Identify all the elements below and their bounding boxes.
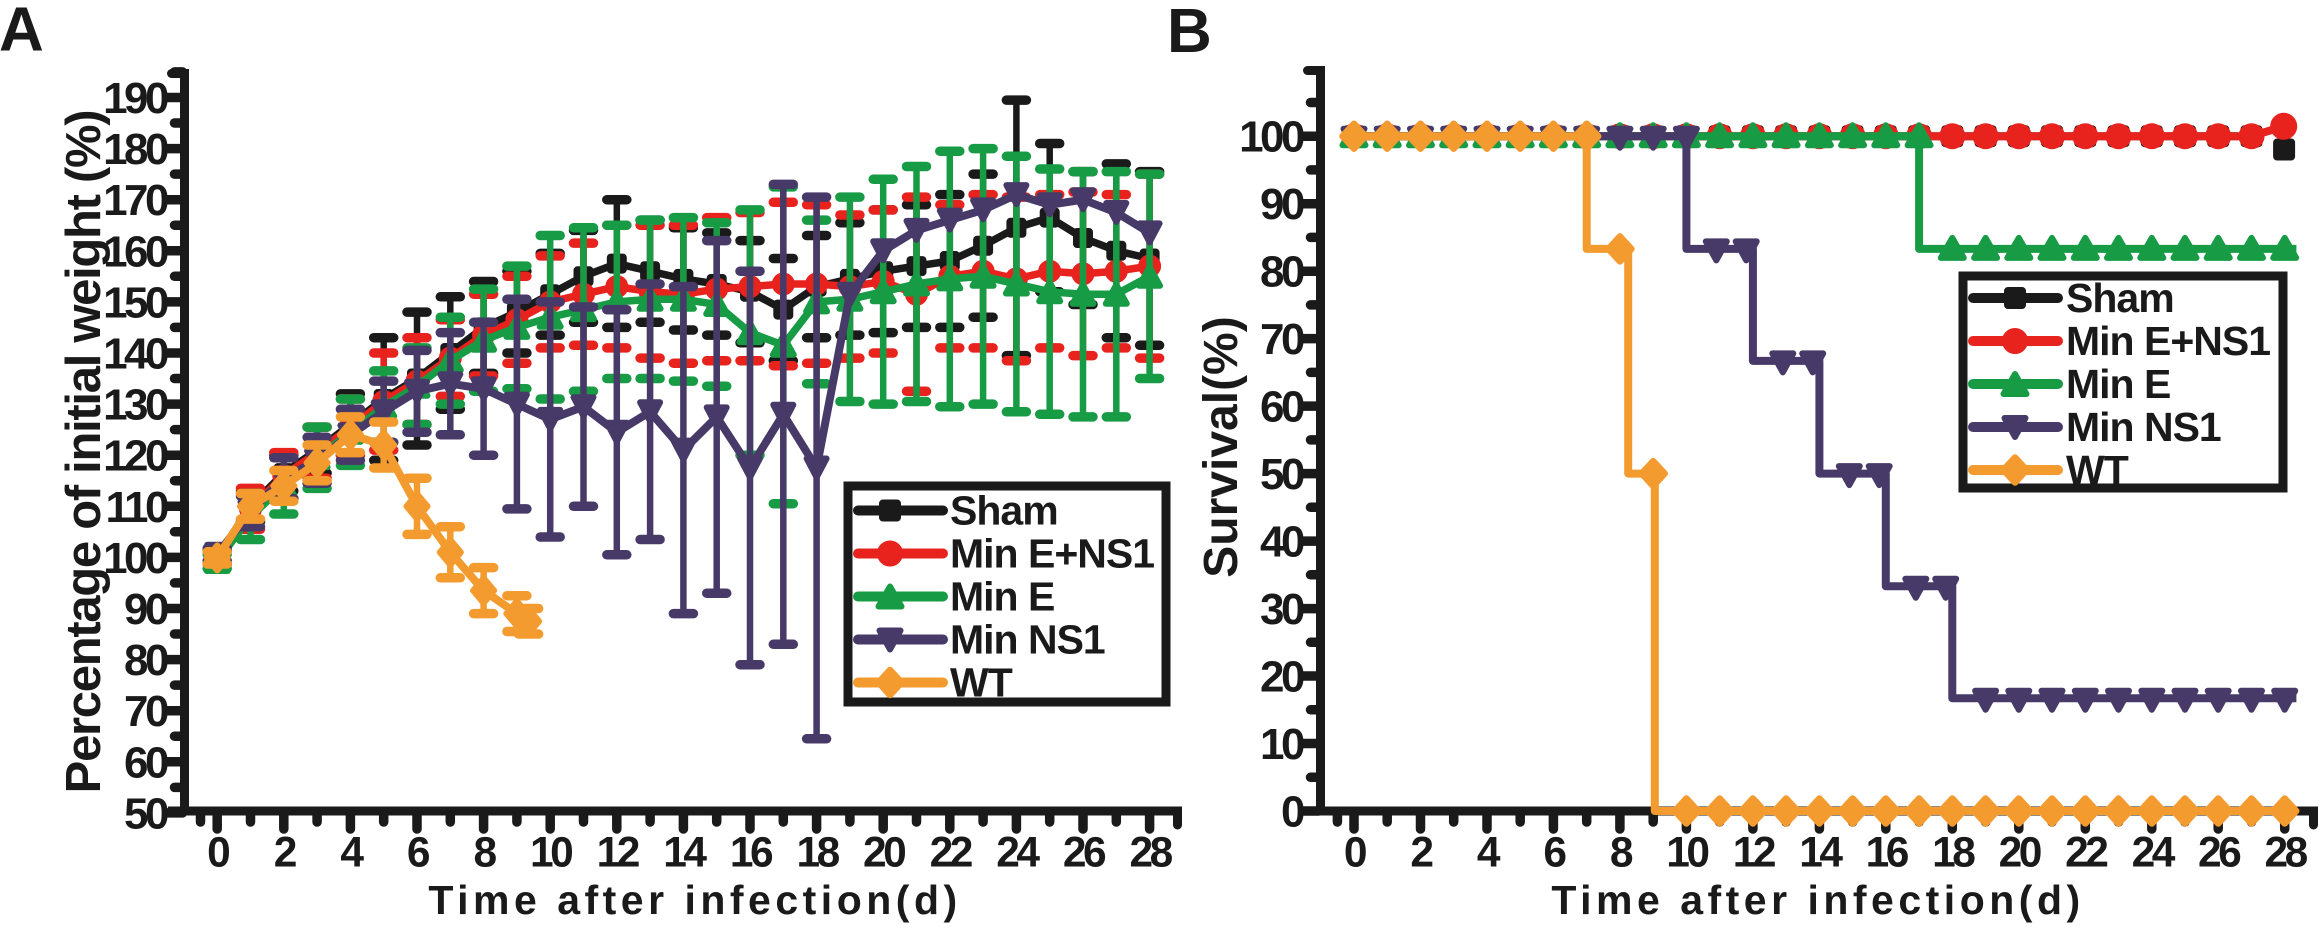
svg-text:14: 14 [1799, 830, 1843, 877]
svg-text:Sham: Sham [2066, 275, 2174, 321]
svg-text:120: 120 [103, 432, 168, 481]
svg-text:28: 28 [1129, 830, 1172, 877]
svg-text:22: 22 [2065, 830, 2107, 877]
svg-text:Sham: Sham [950, 488, 1058, 534]
svg-text:20: 20 [1999, 830, 2041, 877]
svg-text:100: 100 [103, 534, 168, 583]
svg-text:2: 2 [1410, 830, 1432, 877]
svg-text:8: 8 [1610, 830, 1633, 877]
svg-text:70: 70 [124, 687, 168, 736]
svg-text:40: 40 [1260, 518, 1304, 567]
svg-text:20: 20 [1260, 653, 1304, 702]
svg-text:50: 50 [1260, 450, 1304, 499]
svg-text:160: 160 [103, 227, 168, 276]
svg-text:12: 12 [1733, 830, 1775, 877]
svg-text:A: A [0, 0, 44, 65]
svg-text:8: 8 [474, 830, 497, 877]
svg-text:0: 0 [1344, 830, 1366, 877]
svg-text:WT: WT [2066, 447, 2129, 493]
svg-text:Time after infection(d): Time after infection(d) [1551, 877, 2084, 923]
svg-text:0: 0 [1281, 788, 1304, 837]
svg-text:0: 0 [207, 830, 229, 877]
svg-text:Min NS1: Min NS1 [2066, 404, 2221, 450]
svg-text:Min E+NS1: Min E+NS1 [950, 531, 1154, 577]
svg-text:Percentage of initial weight (: Percentage of initial weight (%) [57, 111, 111, 794]
svg-text:16: 16 [1866, 830, 1909, 877]
svg-text:Min E: Min E [2066, 361, 2170, 407]
svg-text:18: 18 [796, 830, 839, 877]
svg-text:170: 170 [103, 176, 168, 225]
svg-text:26: 26 [1063, 830, 1106, 877]
svg-text:130: 130 [103, 381, 168, 430]
svg-text:80: 80 [124, 636, 168, 685]
svg-text:10: 10 [530, 830, 572, 877]
svg-text:190: 190 [103, 74, 168, 123]
svg-text:30: 30 [1260, 585, 1304, 634]
svg-text:16: 16 [730, 830, 773, 877]
svg-text:28: 28 [2265, 830, 2308, 877]
svg-text:WT: WT [950, 660, 1013, 706]
svg-text:B: B [1167, 0, 1212, 66]
svg-text:Survival(%): Survival(%) [1195, 316, 1248, 577]
svg-text:24: 24 [2132, 830, 2176, 877]
svg-text:10: 10 [1260, 720, 1304, 769]
svg-text:20: 20 [863, 830, 905, 877]
svg-text:100: 100 [1239, 113, 1304, 162]
svg-text:140: 140 [103, 330, 168, 379]
svg-text:14: 14 [663, 830, 707, 877]
svg-text:6: 6 [1543, 830, 1566, 877]
svg-text:90: 90 [124, 585, 168, 634]
svg-text:2: 2 [274, 830, 296, 877]
svg-text:12: 12 [597, 830, 639, 877]
svg-text:24: 24 [996, 830, 1040, 877]
svg-text:60: 60 [124, 738, 168, 787]
svg-text:22: 22 [930, 830, 972, 877]
svg-text:90: 90 [1260, 180, 1304, 229]
svg-text:60: 60 [1260, 383, 1304, 432]
svg-text:Min NS1: Min NS1 [950, 617, 1105, 663]
svg-text:26: 26 [2198, 830, 2241, 877]
svg-text:Min E: Min E [950, 574, 1054, 620]
svg-text:50: 50 [124, 789, 168, 838]
svg-text:6: 6 [407, 830, 430, 877]
svg-text:70: 70 [1260, 315, 1304, 364]
svg-text:Time after infection(d): Time after infection(d) [428, 877, 961, 923]
svg-text:18: 18 [1932, 830, 1975, 877]
svg-text:Min E+NS1: Min E+NS1 [2066, 318, 2270, 364]
svg-text:180: 180 [103, 125, 168, 174]
svg-text:10: 10 [1666, 830, 1708, 877]
svg-text:110: 110 [106, 483, 169, 532]
svg-text:80: 80 [1260, 248, 1304, 297]
svg-text:150: 150 [103, 278, 168, 327]
